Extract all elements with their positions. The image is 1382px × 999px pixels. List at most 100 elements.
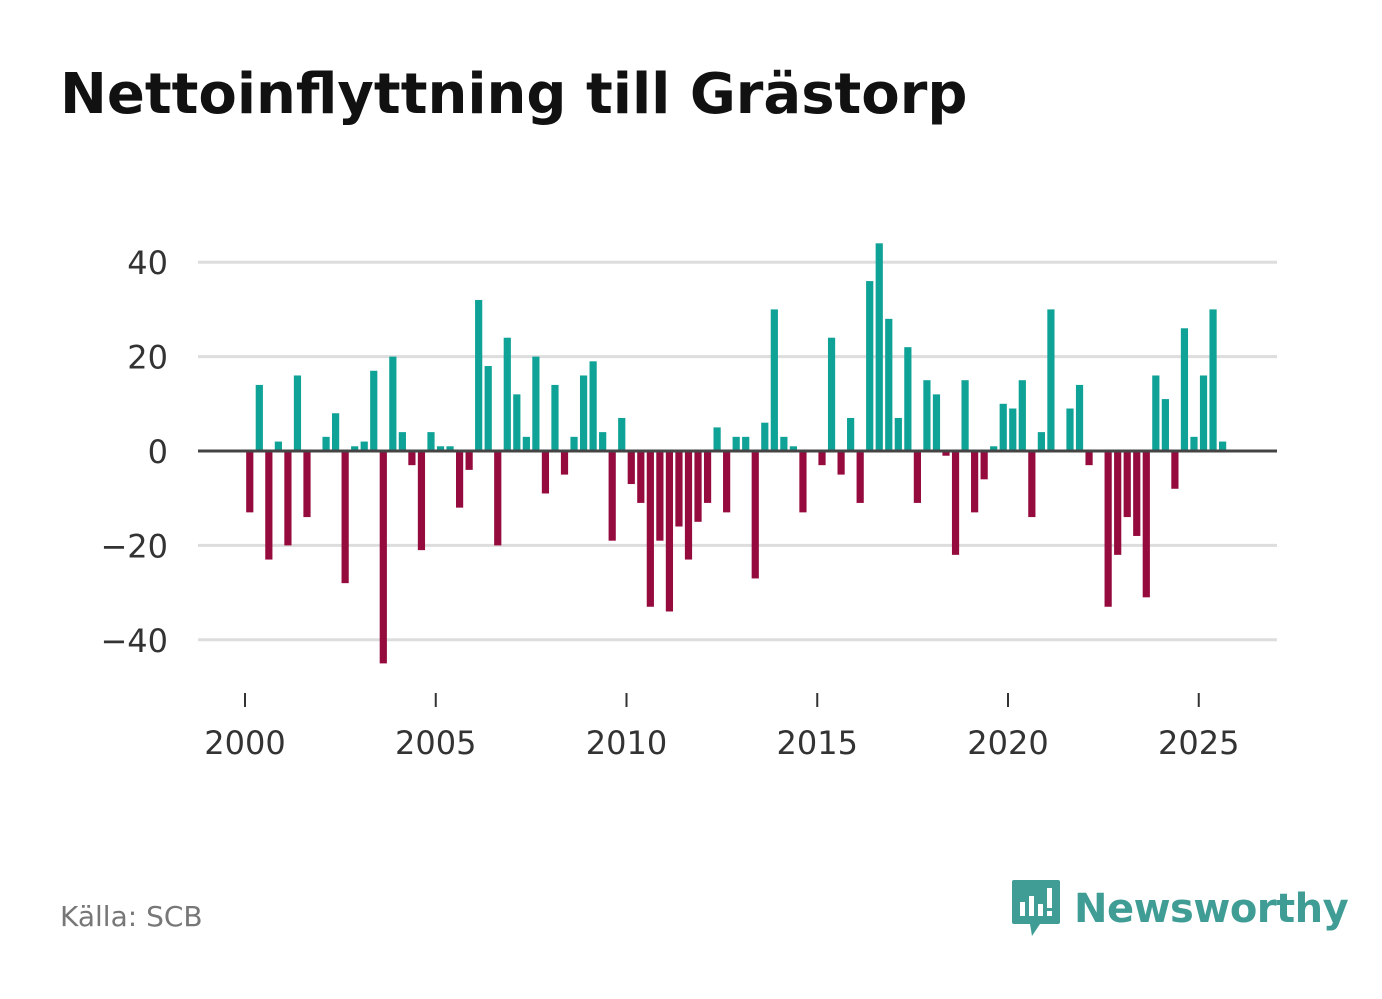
bar	[579, 375, 588, 451]
bar	[398, 432, 406, 451]
bar	[255, 384, 263, 451]
bar	[742, 436, 750, 451]
bar	[589, 361, 597, 451]
bar	[484, 366, 492, 451]
bar	[599, 432, 607, 451]
bar	[522, 436, 530, 451]
bar	[885, 318, 893, 451]
chart-title: Nettoinflyttning till Grästorp	[60, 62, 968, 127]
bar	[761, 422, 769, 451]
bar	[570, 436, 578, 451]
bar	[1085, 451, 1093, 466]
axes: 40 20 0 −20 −40 2000 2005 2010 2015 2020 2025	[100, 244, 1277, 762]
bar	[389, 356, 397, 451]
bar	[408, 451, 416, 466]
bar	[1104, 451, 1112, 607]
bar	[541, 451, 550, 494]
bar	[980, 451, 988, 480]
bar	[1047, 309, 1055, 451]
bar	[608, 451, 616, 541]
newsworthy-logo-icon	[1012, 880, 1060, 936]
bar	[274, 441, 282, 451]
x-tick-label: 2015	[777, 724, 858, 762]
bar	[1066, 408, 1074, 451]
bar	[360, 441, 368, 451]
bar	[446, 446, 454, 451]
bar	[770, 309, 778, 451]
bar	[341, 451, 349, 584]
bar	[417, 451, 426, 551]
bar	[637, 451, 645, 503]
source-label: Källa: SCB	[60, 900, 203, 933]
bar	[551, 384, 559, 451]
bar	[684, 451, 693, 560]
bar	[780, 436, 788, 451]
bar	[1018, 380, 1026, 451]
bar	[465, 451, 473, 470]
bar	[1190, 436, 1198, 451]
x-tick-label: 2000	[204, 724, 285, 762]
bar	[427, 432, 435, 451]
bar	[246, 451, 254, 513]
bar	[1161, 399, 1169, 451]
bar	[560, 451, 569, 475]
bar	[646, 451, 654, 607]
bar	[932, 394, 941, 451]
bar	[455, 451, 464, 508]
bar	[1037, 432, 1045, 451]
y-tick-label: 20	[127, 339, 168, 377]
bar	[818, 451, 826, 466]
bar	[751, 451, 759, 579]
bar	[942, 451, 950, 456]
bar	[856, 451, 864, 503]
bar	[665, 451, 674, 612]
bar	[913, 451, 921, 503]
x-tick-label: 2005	[395, 724, 476, 762]
bar	[1199, 375, 1208, 451]
y-tick-label: 40	[127, 244, 168, 282]
y-tick-label: 0	[148, 433, 168, 471]
bar	[1075, 384, 1084, 451]
bar	[475, 299, 483, 451]
bar	[961, 380, 969, 451]
bar	[789, 446, 798, 451]
bar	[293, 375, 302, 451]
bar	[1209, 309, 1217, 451]
bars	[246, 243, 1227, 664]
bar	[494, 451, 502, 546]
x-tick-label: 2020	[967, 724, 1048, 762]
brand[interactable]: Newsworthy	[1010, 878, 1349, 940]
bar	[1009, 408, 1017, 451]
bar	[627, 451, 635, 485]
bar	[732, 436, 740, 451]
bar	[513, 394, 521, 451]
y-tick-label: −20	[100, 527, 168, 565]
bar	[799, 451, 807, 513]
bar	[1133, 451, 1141, 536]
y-tick-label: −40	[100, 622, 168, 660]
bar	[303, 451, 311, 518]
bar	[1114, 451, 1122, 555]
bar	[656, 451, 664, 541]
bar	[904, 347, 912, 451]
bar	[370, 370, 378, 451]
bar	[866, 281, 874, 451]
bar	[1180, 328, 1189, 451]
bar	[332, 413, 340, 451]
grid-lines	[198, 260, 1277, 642]
bar	[694, 451, 702, 522]
bar	[894, 417, 902, 451]
bar	[503, 337, 511, 451]
bar	[837, 451, 845, 475]
bar	[951, 451, 960, 555]
bar	[265, 451, 273, 560]
bar	[618, 417, 626, 451]
bar	[703, 451, 712, 503]
bar	[1123, 451, 1131, 518]
bar	[284, 451, 292, 546]
bar	[436, 446, 445, 451]
bar	[827, 337, 836, 451]
bar	[723, 451, 731, 513]
bar	[379, 451, 387, 664]
x-tick-label: 2025	[1158, 724, 1239, 762]
